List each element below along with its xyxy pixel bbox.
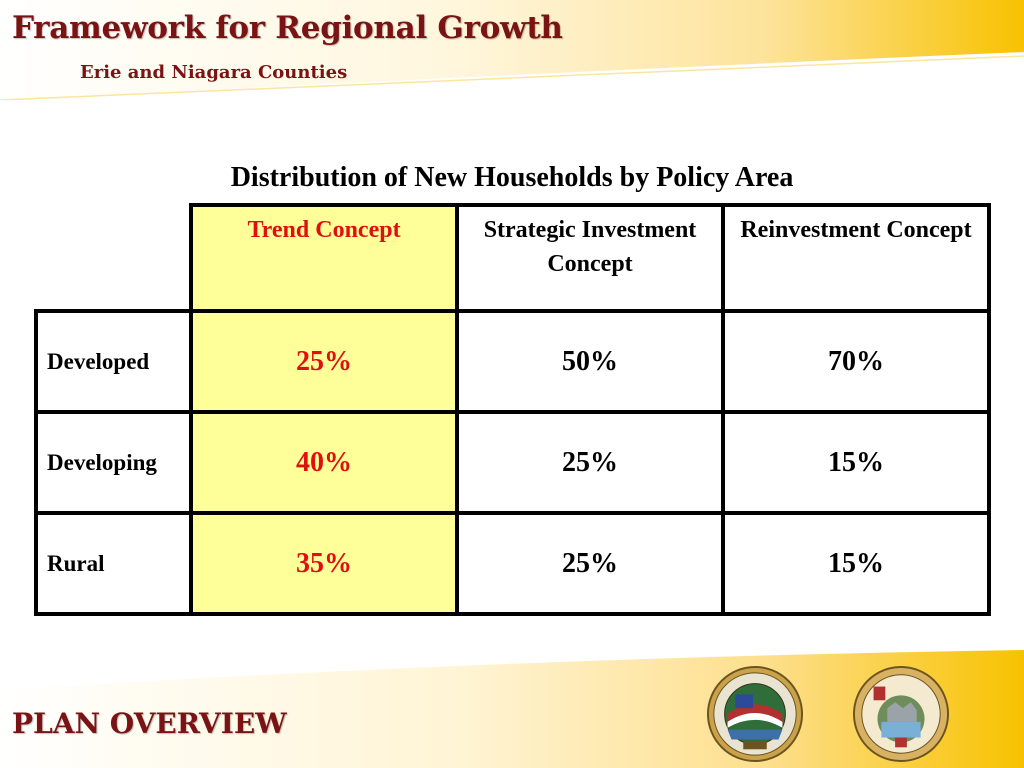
cell-rural-trend: 35% bbox=[189, 511, 459, 616]
column-header-reinvestment: Reinvestment Concept bbox=[721, 203, 991, 313]
slide-title: Framework for Regional Growth bbox=[12, 10, 563, 46]
cell-developing-strategic: 25% bbox=[455, 410, 725, 515]
cell-developed-trend: 25% bbox=[189, 309, 459, 414]
table-row: Rural 35% 25% 15% bbox=[34, 511, 991, 616]
top-banner bbox=[0, 0, 1024, 100]
row-label-rural: Rural bbox=[34, 511, 193, 616]
cell-rural-reinvestment: 15% bbox=[721, 511, 991, 616]
row-label-developed: Developed bbox=[34, 309, 193, 414]
niagara-county-seal-icon bbox=[852, 665, 950, 763]
cell-developed-strategic: 50% bbox=[455, 309, 725, 414]
table-header-row: Trend Concept Strategic Investment Conce… bbox=[36, 203, 991, 313]
column-header-trend: Trend Concept bbox=[189, 203, 459, 313]
table-title: Distribution of New Households by Policy… bbox=[230, 162, 794, 193]
table-corner-cell bbox=[36, 205, 193, 313]
cell-developing-reinvestment: 15% bbox=[721, 410, 991, 515]
column-header-strategic: Strategic Investment Concept bbox=[455, 203, 725, 313]
cell-rural-strategic: 25% bbox=[455, 511, 725, 616]
erie-county-seal-icon bbox=[706, 665, 804, 763]
table-row: Developing 40% 25% 15% bbox=[34, 410, 991, 515]
slide-subtitle: Erie and Niagara Counties bbox=[80, 62, 348, 83]
cell-developing-trend: 40% bbox=[189, 410, 459, 515]
cell-developed-reinvestment: 70% bbox=[721, 309, 991, 414]
table-row: Developed 25% 50% 70% bbox=[34, 309, 991, 414]
row-label-developing: Developing bbox=[34, 410, 193, 515]
plan-overview-label: PLAN OVERVIEW bbox=[12, 707, 287, 740]
distribution-table: Trend Concept Strategic Investment Conce… bbox=[34, 203, 991, 616]
